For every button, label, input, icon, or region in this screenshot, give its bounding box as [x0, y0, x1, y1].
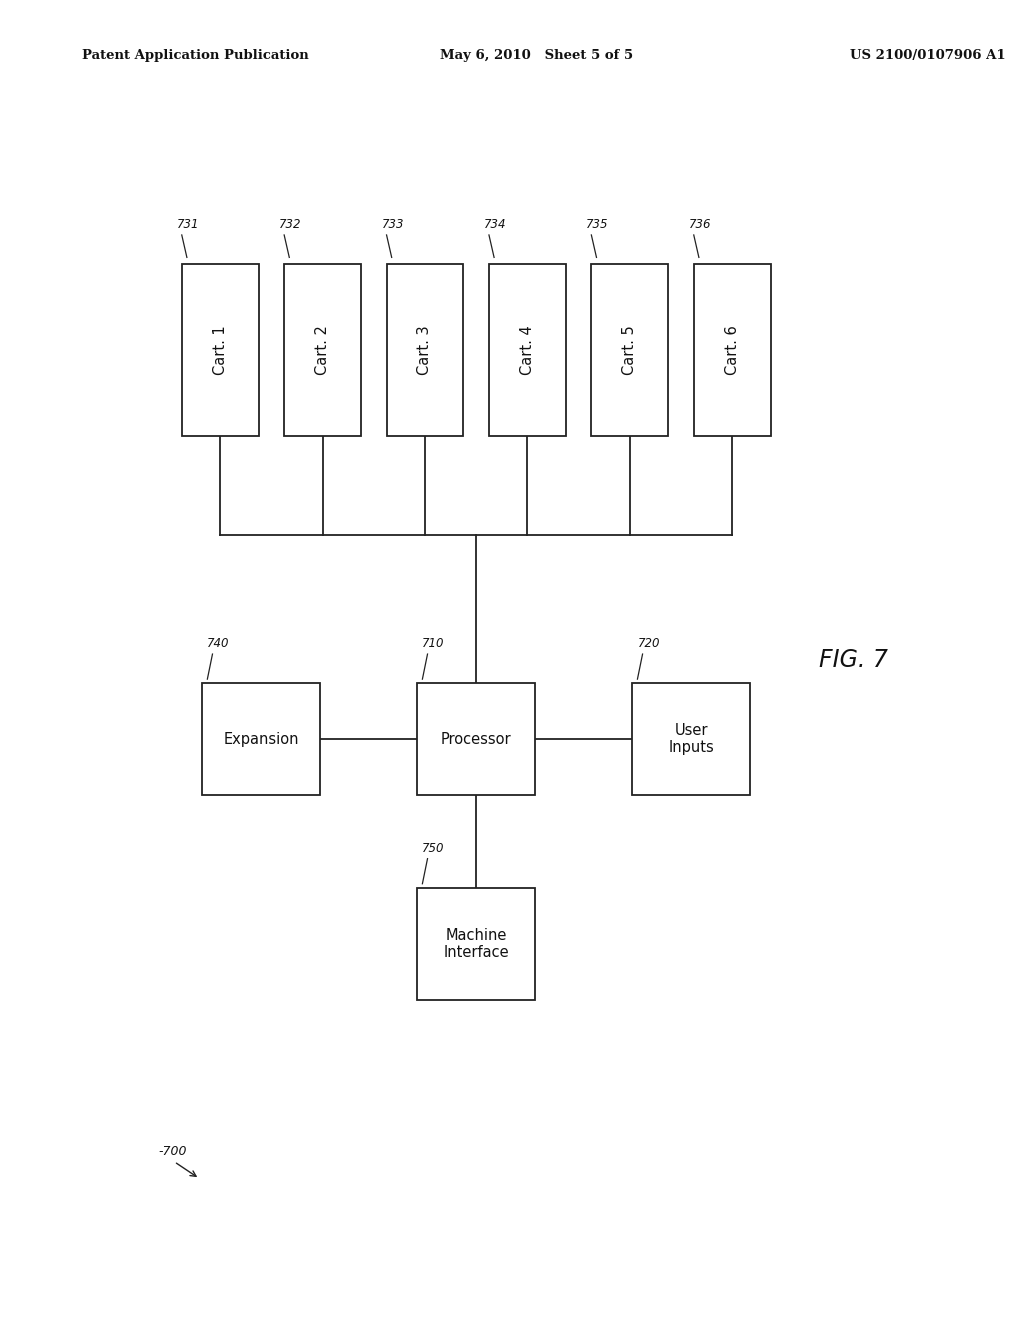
Bar — [418, 682, 536, 795]
Text: Cart. 6: Cart. 6 — [725, 325, 739, 375]
Bar — [182, 264, 258, 436]
Text: User
Inputs: User Inputs — [669, 723, 714, 755]
Text: 733: 733 — [381, 218, 403, 231]
Text: 710: 710 — [423, 638, 444, 651]
Text: Expansion: Expansion — [223, 731, 299, 747]
Text: Patent Application Publication: Patent Application Publication — [82, 49, 308, 62]
Text: 735: 735 — [586, 218, 608, 231]
Text: FIG. 7: FIG. 7 — [819, 648, 888, 672]
Text: US 2100/0107906 A1: US 2100/0107906 A1 — [850, 49, 1006, 62]
Bar — [694, 264, 770, 436]
Text: Processor: Processor — [441, 731, 511, 747]
Text: Cart. 2: Cart. 2 — [315, 325, 330, 375]
Bar — [387, 264, 463, 436]
Text: 720: 720 — [637, 638, 659, 651]
Text: 740: 740 — [207, 638, 229, 651]
Bar — [418, 888, 536, 1001]
Bar — [203, 682, 319, 795]
Bar — [489, 264, 565, 436]
Text: 736: 736 — [688, 218, 711, 231]
Text: -700: -700 — [159, 1144, 187, 1158]
Bar — [592, 264, 668, 436]
Text: 750: 750 — [423, 842, 444, 855]
Text: 734: 734 — [484, 218, 506, 231]
Text: 731: 731 — [176, 218, 199, 231]
Text: Cart. 5: Cart. 5 — [623, 325, 637, 375]
Text: Machine
Interface: Machine Interface — [443, 928, 509, 960]
Text: Cart. 3: Cart. 3 — [418, 325, 432, 375]
Bar — [633, 682, 750, 795]
Text: May 6, 2010   Sheet 5 of 5: May 6, 2010 Sheet 5 of 5 — [440, 49, 634, 62]
Text: 732: 732 — [279, 218, 301, 231]
Bar — [285, 264, 361, 436]
Text: Cart. 4: Cart. 4 — [520, 325, 535, 375]
Text: Cart. 1: Cart. 1 — [213, 325, 227, 375]
